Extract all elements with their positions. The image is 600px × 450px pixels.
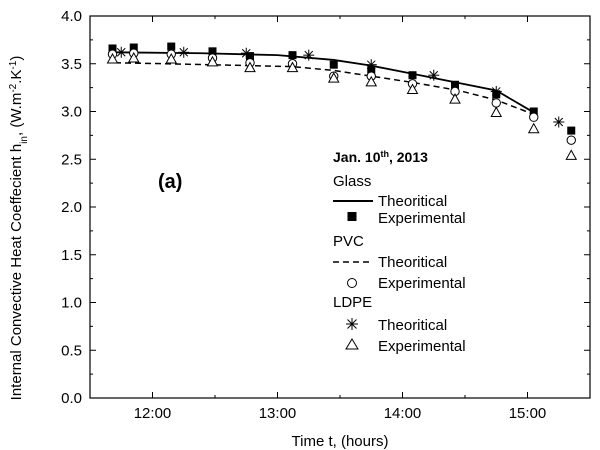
legend-ldpe-theoretical-label: Theoritical [378,317,447,334]
ticks: 0.0 0.5 1.0 1.5 2.0 2.5 3.0 3.5 4.0 12:00 13:00 14:… [61,8,591,422]
legend-pvc-theoretical-label: Theoritical [378,254,447,271]
data-point-square [208,47,217,56]
data-point-triangle [286,61,299,73]
x-tick-label: 14:00 [384,405,422,422]
y-tick-label: 0.5 [61,342,82,359]
data-point-circle [491,98,501,108]
series-pvc-theoritical [114,62,535,116]
data-point-asterisk [115,46,127,58]
x-tick-label: 12:00 [134,405,172,422]
data-point-triangle [406,83,419,95]
y-tick-label: 3.5 [61,56,82,73]
data-point-square [129,43,138,52]
legend-ldpe-theoretical-marker [346,318,358,330]
series-ldpe-theoritical [115,46,565,128]
series-ldpe-experimental [106,51,578,160]
data-point-triangle [244,61,256,73]
data-point-asterisk [178,46,190,58]
y-tick-label: 3.0 [61,104,82,121]
legend-glass-experimental-label: Experimental [378,210,466,227]
y-tick-label: 4.0 [61,8,82,25]
series-layer [106,42,578,160]
data-point-circle [566,135,576,145]
x-tick-label: 15:00 [509,405,547,422]
y-tick-label: 1.0 [61,295,82,312]
legend-group-ldpe: LDPE [333,294,372,311]
plot-frame [89,15,591,399]
legend-ldpe-experimental-label: Experimental [378,338,466,355]
data-point-square [567,126,576,135]
y-tick-label: 2.5 [61,151,82,168]
data-point-square [246,52,254,61]
data-point-square [408,71,417,80]
x-axis-title: Time t, (hours) [292,433,389,450]
data-point-asterisk [365,59,377,71]
data-point-triangle [527,122,540,134]
y-tick-label: 1.5 [61,247,82,264]
data-point-asterisk [553,116,565,128]
legend-ldpe-experimental-marker [345,338,359,350]
data-point-square [329,60,338,69]
data-point-triangle [365,75,378,87]
x-tick-label: 13:00 [259,405,297,422]
data-point-circle [529,112,539,122]
data-point-asterisk [240,47,252,59]
legend-group-pvc: PVC [333,233,364,250]
legend-group-glass: Glass [333,173,371,190]
legend-pvc-experimental-marker [347,278,357,288]
data-point-triangle [165,52,178,64]
data-point-square [108,44,117,53]
data-point-square [451,80,459,89]
data-point-square [529,107,538,116]
data-point-triangle [327,72,340,83]
data-point-asterisk [490,85,502,97]
data-point-triangle [565,149,578,160]
y-axis-title: Internal Convective Heat Coeffecient hin… [8,56,30,401]
legend: Jan. 10th, 2013 Glass Theoritical Experi… [333,149,466,355]
axes [89,15,591,399]
series-glass-experimental [108,42,576,135]
legend-glass-experimental-marker [347,212,357,221]
data-point-asterisk [303,49,315,61]
legend-glass-theoretical-label: Theoritical [378,193,447,210]
y-tick-label: 2.0 [61,199,82,216]
data-point-asterisk [428,69,440,81]
data-point-triangle [449,93,461,104]
legend-date: Jan. 10th, 2013 [333,149,428,165]
series-glass-theoritical [114,51,535,114]
series-line [114,51,535,114]
data-point-triangle [490,106,503,117]
data-point-triangle [206,55,219,67]
data-point-triangle [106,52,119,64]
panel-label: (a) [158,171,182,193]
series-line [114,62,535,116]
legend-pvc-experimental-label: Experimental [378,275,466,292]
y-tick-label: 0.0 [61,390,82,407]
data-point-triangle [127,51,140,63]
data-point-square [288,51,297,60]
data-point-square [167,42,176,51]
